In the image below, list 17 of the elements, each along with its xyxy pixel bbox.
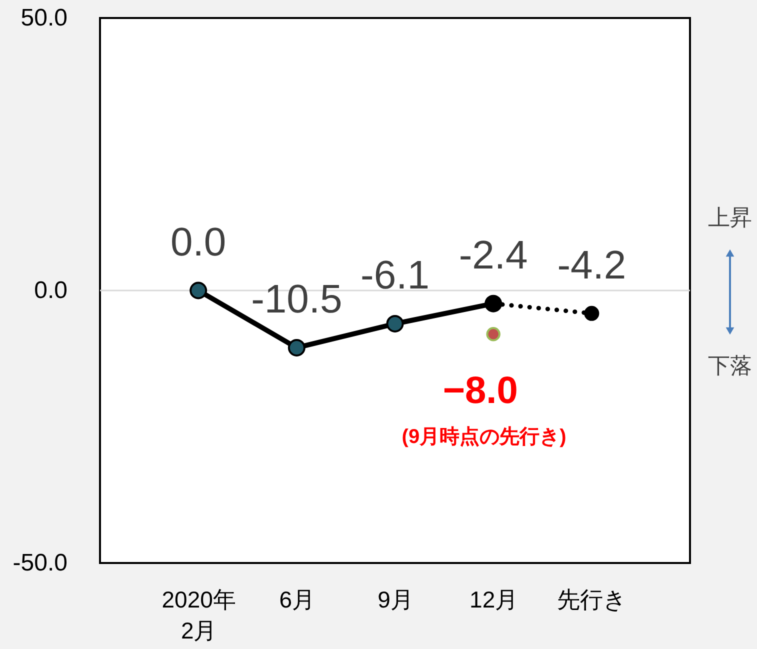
data-label: −8.0 [442,370,518,412]
x-tick-label: 6月 [279,586,316,612]
annotation: (9月時点の先行き) [402,426,566,448]
y-tick-label: 50.0 [20,4,68,32]
x-tick-label: 12月 [470,586,518,612]
y-tick-label: 0.0 [34,277,68,304]
x-tick-label: 9月 [378,586,414,612]
data-label: -10.5 [251,278,342,322]
data-label: -2.4 [458,234,528,278]
x-tick-label: 先行き [557,586,628,612]
data-label: 0.0 [170,220,226,264]
data-label: -6.1 [360,254,430,298]
data-label: -4.2 [557,243,626,288]
text: 下落 [708,353,752,378]
text: 上昇 [708,205,752,230]
y-tick-label: -50.0 [12,550,68,576]
x-tick-label: 2020年 2月 [162,586,236,644]
